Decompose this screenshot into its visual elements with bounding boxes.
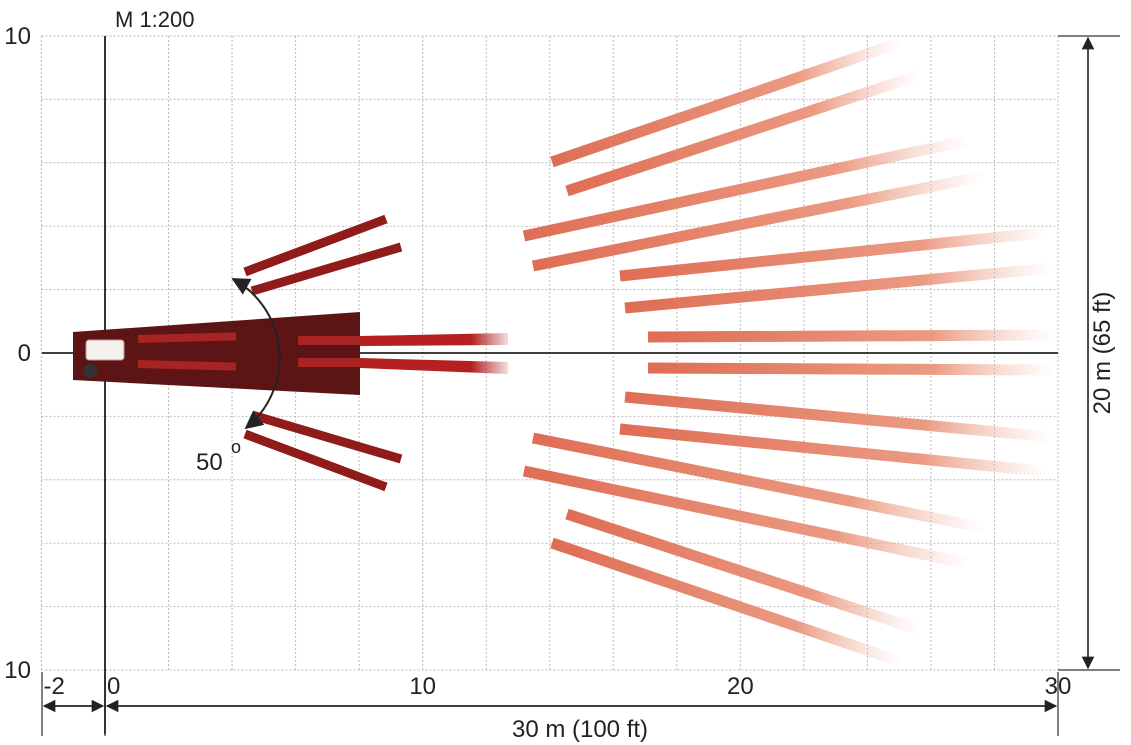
vehicle-icon	[85, 339, 125, 361]
angled-beam	[250, 410, 403, 464]
far-beam	[647, 362, 1056, 376]
far-beam	[522, 134, 972, 242]
y-tick-label: 0	[18, 340, 31, 367]
far-beam	[624, 262, 1053, 314]
far-beam	[531, 432, 987, 534]
x-tick-label: 0	[107, 673, 120, 700]
inner-beam	[298, 336, 360, 345]
far-beam	[550, 36, 904, 168]
y-tick-label: 10	[4, 657, 31, 684]
scale-label: M 1:200	[115, 7, 195, 32]
y-tick-labels: 10 0 10	[4, 23, 31, 684]
angle-arc	[231, 278, 281, 430]
main-detection-zone	[73, 312, 360, 395]
near-beam	[360, 333, 508, 346]
near-beam	[360, 358, 508, 374]
far-detection-beams	[522, 36, 1056, 668]
sensor-icon	[83, 364, 97, 378]
width-label: 30 m (100 ft)	[512, 716, 648, 743]
far-beam	[565, 69, 922, 197]
x-tick-label: 20	[727, 673, 754, 700]
x-tick-label: 10	[409, 673, 436, 700]
angled-beam	[243, 214, 388, 277]
far-beam	[550, 537, 904, 668]
angle-label: 50	[196, 449, 223, 476]
far-beam	[531, 170, 987, 272]
far-beam	[565, 508, 922, 636]
inner-beam	[298, 358, 360, 367]
x-tick-label: -2	[43, 673, 64, 700]
angled-beam	[243, 429, 388, 492]
inner-beam	[137, 332, 237, 343]
degree-symbol: o	[231, 437, 241, 457]
height-label: 20 m (65 ft)	[1089, 292, 1116, 415]
angled-near-beams	[243, 214, 403, 492]
far-beam	[619, 226, 1051, 282]
x-tick-labels: -2 0 10 20 30	[43, 673, 1071, 700]
far-beam	[619, 423, 1051, 478]
y-tick-label: 10	[4, 23, 31, 50]
angled-beam	[250, 242, 403, 296]
inner-beam	[137, 360, 236, 371]
far-beam	[624, 391, 1053, 443]
x-tick-label: 30	[1045, 673, 1072, 700]
far-beam	[522, 465, 972, 570]
far-beam	[647, 329, 1056, 343]
